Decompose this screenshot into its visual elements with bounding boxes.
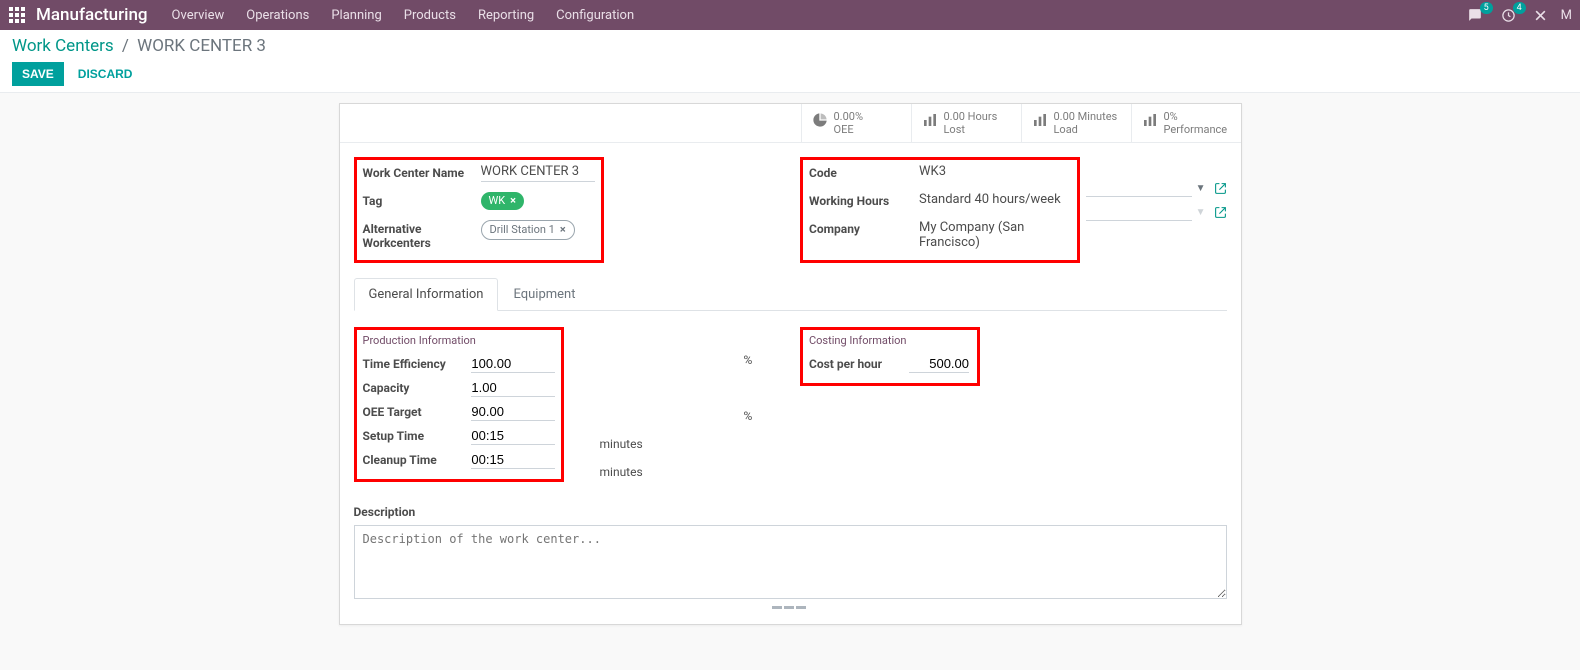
menu-reporting[interactable]: Reporting: [478, 8, 534, 23]
discard-button[interactable]: DISCARD: [78, 67, 133, 81]
label-code: Code: [809, 164, 919, 180]
label-time-eff: Time Efficiency: [363, 357, 472, 371]
label-setup: Setup Time: [363, 429, 472, 443]
tag-alt-text: Drill Station 1: [490, 222, 555, 238]
input-time-eff[interactable]: [471, 355, 554, 373]
label-hours: Working Hours: [809, 192, 919, 208]
section-costing-title: Costing Information: [809, 334, 971, 347]
label-tag: Tag: [363, 192, 481, 208]
bar-icon: [1142, 112, 1158, 128]
input-oee-target[interactable]: [471, 403, 554, 421]
stat-load-label: Load: [1054, 123, 1118, 136]
stat-oee-value: 0.00%: [834, 110, 864, 123]
stat-oee[interactable]: 0.00%OEE: [801, 104, 911, 142]
stat-load[interactable]: 0.00 MinutesLoad: [1021, 104, 1131, 142]
tab-equipment[interactable]: Equipment: [498, 278, 590, 311]
tag-wk-text: WK: [489, 193, 506, 209]
bar-icon: [1032, 112, 1048, 128]
menu-planning[interactable]: Planning: [331, 8, 381, 23]
label-name: Work Center Name: [363, 164, 481, 180]
unit-oee: %: [744, 409, 753, 423]
tag-wk[interactable]: WK ×: [481, 192, 525, 210]
tabs: General Information Equipment: [354, 277, 1227, 311]
stat-load-value: 0.00 Minutes: [1054, 110, 1118, 123]
label-cost: Cost per hour: [809, 357, 909, 371]
menu-overview[interactable]: Overview: [172, 8, 225, 23]
section-production-title: Production Information: [363, 334, 555, 347]
label-description: Description: [354, 505, 1227, 519]
stat-lost-value: 0.00 Hours: [944, 110, 998, 123]
label-company: Company: [809, 220, 919, 236]
textarea-description[interactable]: [354, 525, 1227, 599]
save-button[interactable]: SAVE: [12, 62, 64, 86]
messaging-icon[interactable]: 5: [1467, 8, 1483, 22]
breadcrumb-link[interactable]: Work Centers: [12, 36, 114, 56]
breadcrumb: Work Centers / WORK CENTER 3: [12, 36, 1568, 56]
label-capacity: Capacity: [363, 381, 472, 395]
unit-setup: minutes: [600, 437, 643, 451]
stat-lost-label: Lost: [944, 123, 998, 136]
activity-icon[interactable]: 4: [1501, 8, 1516, 23]
breadcrumb-current: WORK CENTER 3: [137, 36, 266, 56]
stat-perf-value: 0%: [1164, 110, 1228, 123]
breadcrumb-sep: /: [122, 36, 129, 56]
label-cleanup: Cleanup Time: [363, 453, 472, 467]
highlight-right-fields: Code WK3 Working Hours Standard 40 hours…: [800, 157, 1080, 263]
bar-icon: [922, 112, 938, 128]
menu-products[interactable]: Products: [404, 8, 456, 23]
tag-alt-remove-icon[interactable]: ×: [560, 222, 566, 238]
input-capacity[interactable]: [471, 379, 554, 397]
input-name[interactable]: WORK CENTER 3: [481, 164, 595, 182]
form-sheet: 0.00%OEE 0.00 HoursLost 0.00 MinutesLoad…: [339, 103, 1242, 625]
menu-configuration[interactable]: Configuration: [556, 8, 634, 23]
stat-lost[interactable]: 0.00 HoursLost: [911, 104, 1021, 142]
unit-time-eff: %: [744, 353, 753, 367]
close-icon[interactable]: [1534, 9, 1547, 22]
input-company[interactable]: My Company (San Francisco): [919, 220, 1071, 250]
input-cost[interactable]: [909, 355, 969, 373]
menu-operations[interactable]: Operations: [246, 8, 309, 23]
external-link-icon[interactable]: [1214, 182, 1227, 195]
tag-remove-icon[interactable]: ×: [510, 193, 516, 209]
pie-icon: [812, 112, 828, 128]
stat-bar: 0.00%OEE 0.00 HoursLost 0.00 MinutesLoad…: [340, 104, 1241, 143]
topbar: Manufacturing Overview Operations Planni…: [0, 0, 1580, 30]
stat-performance[interactable]: 0%Performance: [1131, 104, 1241, 142]
activity-badge: 4: [1513, 2, 1526, 14]
stat-perf-label: Performance: [1164, 123, 1228, 136]
chevron-down-icon[interactable]: ▼: [1196, 207, 1206, 218]
label-oee-target: OEE Target: [363, 405, 472, 419]
highlight-production: Production Information Time Efficiency C…: [354, 327, 564, 482]
stat-oee-label: OEE: [834, 123, 864, 136]
chevron-down-icon[interactable]: ▼: [1196, 183, 1206, 194]
input-hours[interactable]: Standard 40 hours/week: [919, 192, 1071, 207]
highlight-costing: Costing Information Cost per hour: [800, 327, 980, 386]
resize-grip-icon[interactable]: ▬▬▬: [354, 601, 1227, 612]
label-alt: Alternative Workcenters: [363, 220, 481, 250]
control-panel: Work Centers / WORK CENTER 3 SAVE DISCAR…: [0, 30, 1580, 93]
tab-general[interactable]: General Information: [354, 278, 499, 311]
messaging-badge: 5: [1480, 2, 1493, 14]
unit-cleanup: minutes: [600, 465, 643, 479]
user-avatar[interactable]: M: [1561, 8, 1572, 23]
brand-title[interactable]: Manufacturing: [36, 5, 148, 25]
highlight-left-fields: Work Center Name WORK CENTER 3 Tag WK ×: [354, 157, 604, 263]
input-setup[interactable]: [471, 427, 554, 445]
tag-alt[interactable]: Drill Station 1 ×: [481, 220, 575, 240]
apps-icon[interactable]: [8, 6, 26, 24]
input-cleanup[interactable]: [471, 451, 554, 469]
external-link-icon[interactable]: [1214, 206, 1227, 219]
input-code[interactable]: WK3: [919, 164, 1071, 179]
